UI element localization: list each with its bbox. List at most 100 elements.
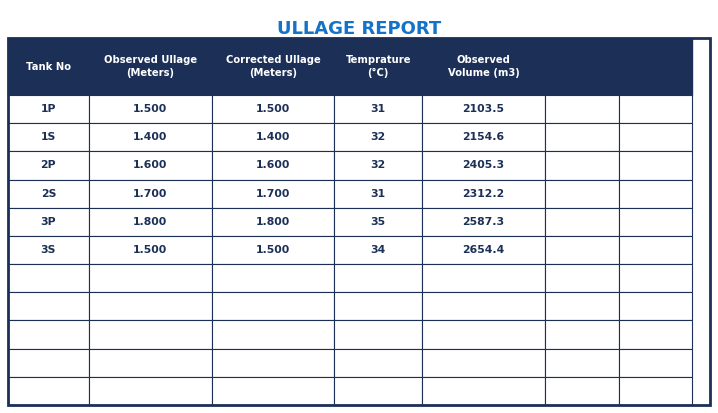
Bar [212, 95, 335, 123]
Bar [545, 151, 619, 180]
Bar [8, 123, 89, 151]
Text: 31: 31 [370, 189, 386, 199]
Text: 2154.6: 2154.6 [462, 132, 505, 142]
Bar [619, 151, 692, 180]
Bar [545, 123, 619, 151]
Text: 2103.5: 2103.5 [462, 104, 505, 114]
Bar [335, 292, 422, 320]
Bar [619, 349, 692, 377]
Bar [8, 38, 710, 405]
Text: 1.400: 1.400 [133, 132, 167, 142]
Bar [8, 208, 89, 236]
Bar [212, 180, 335, 208]
Bar [335, 180, 422, 208]
Bar [422, 123, 545, 151]
Bar [422, 264, 545, 292]
Bar [212, 349, 335, 377]
Bar [89, 377, 212, 405]
Bar [212, 123, 335, 151]
Bar [212, 292, 335, 320]
Bar [335, 151, 422, 180]
Text: Temprature
(°C): Temprature (°C) [345, 55, 411, 78]
Text: 1.500: 1.500 [133, 104, 167, 114]
Text: Corrected Ullage
(Meters): Corrected Ullage (Meters) [225, 55, 320, 78]
Bar [8, 320, 89, 349]
Bar [335, 377, 422, 405]
Bar [422, 151, 545, 180]
Bar [422, 292, 545, 320]
Bar [212, 320, 335, 349]
Bar [212, 38, 335, 95]
Text: 1.500: 1.500 [133, 245, 167, 255]
Bar [89, 151, 212, 180]
Text: 2654.4: 2654.4 [462, 245, 505, 255]
Bar [545, 180, 619, 208]
Bar [422, 208, 545, 236]
Text: 3P: 3P [40, 217, 56, 227]
Bar [545, 95, 619, 123]
Bar [545, 38, 619, 95]
Bar [619, 208, 692, 236]
Text: 35: 35 [370, 217, 386, 227]
Bar [335, 349, 422, 377]
Text: 2405.3: 2405.3 [462, 161, 505, 171]
Bar [335, 208, 422, 236]
Text: 2587.3: 2587.3 [462, 217, 505, 227]
Bar [8, 151, 89, 180]
Text: 2312.2: 2312.2 [462, 189, 505, 199]
Bar [619, 264, 692, 292]
Bar [89, 180, 212, 208]
Bar [89, 320, 212, 349]
Bar [89, 264, 212, 292]
Text: 3S: 3S [41, 245, 56, 255]
Bar [89, 292, 212, 320]
Bar [8, 95, 89, 123]
Bar [619, 180, 692, 208]
Bar [619, 320, 692, 349]
Bar [422, 349, 545, 377]
Text: 1.500: 1.500 [256, 104, 290, 114]
Text: Tank No: Tank No [26, 62, 71, 71]
Bar [545, 377, 619, 405]
Bar [8, 292, 89, 320]
Bar [212, 151, 335, 180]
Bar [335, 38, 422, 95]
Text: 1.800: 1.800 [133, 217, 167, 227]
Bar [212, 208, 335, 236]
Text: 2S: 2S [41, 189, 56, 199]
Text: Observed Ullage
(Meters): Observed Ullage (Meters) [103, 55, 197, 78]
Text: 1.400: 1.400 [256, 132, 290, 142]
Text: 1.600: 1.600 [133, 161, 167, 171]
Text: 2P: 2P [40, 161, 56, 171]
Bar [8, 264, 89, 292]
Bar [212, 377, 335, 405]
Bar [619, 377, 692, 405]
Bar [422, 180, 545, 208]
Bar [619, 95, 692, 123]
Bar [335, 95, 422, 123]
Text: 1.700: 1.700 [133, 189, 167, 199]
Bar [89, 95, 212, 123]
Bar [8, 377, 89, 405]
Text: 32: 32 [370, 132, 386, 142]
Text: 1P: 1P [41, 104, 56, 114]
Bar [89, 123, 212, 151]
Bar [335, 320, 422, 349]
Bar [89, 349, 212, 377]
Bar [422, 320, 545, 349]
Bar [335, 236, 422, 264]
Bar [212, 264, 335, 292]
Bar [422, 95, 545, 123]
Bar [619, 38, 692, 95]
Bar [335, 264, 422, 292]
Bar [545, 292, 619, 320]
Bar [8, 38, 89, 95]
Text: 1.600: 1.600 [256, 161, 290, 171]
Text: 1.500: 1.500 [256, 245, 290, 255]
Bar [545, 208, 619, 236]
Text: Observed
Volume (m3): Observed Volume (m3) [448, 55, 520, 78]
Bar [8, 236, 89, 264]
Text: 32: 32 [370, 161, 386, 171]
Text: 31: 31 [370, 104, 386, 114]
Text: 1.700: 1.700 [256, 189, 290, 199]
